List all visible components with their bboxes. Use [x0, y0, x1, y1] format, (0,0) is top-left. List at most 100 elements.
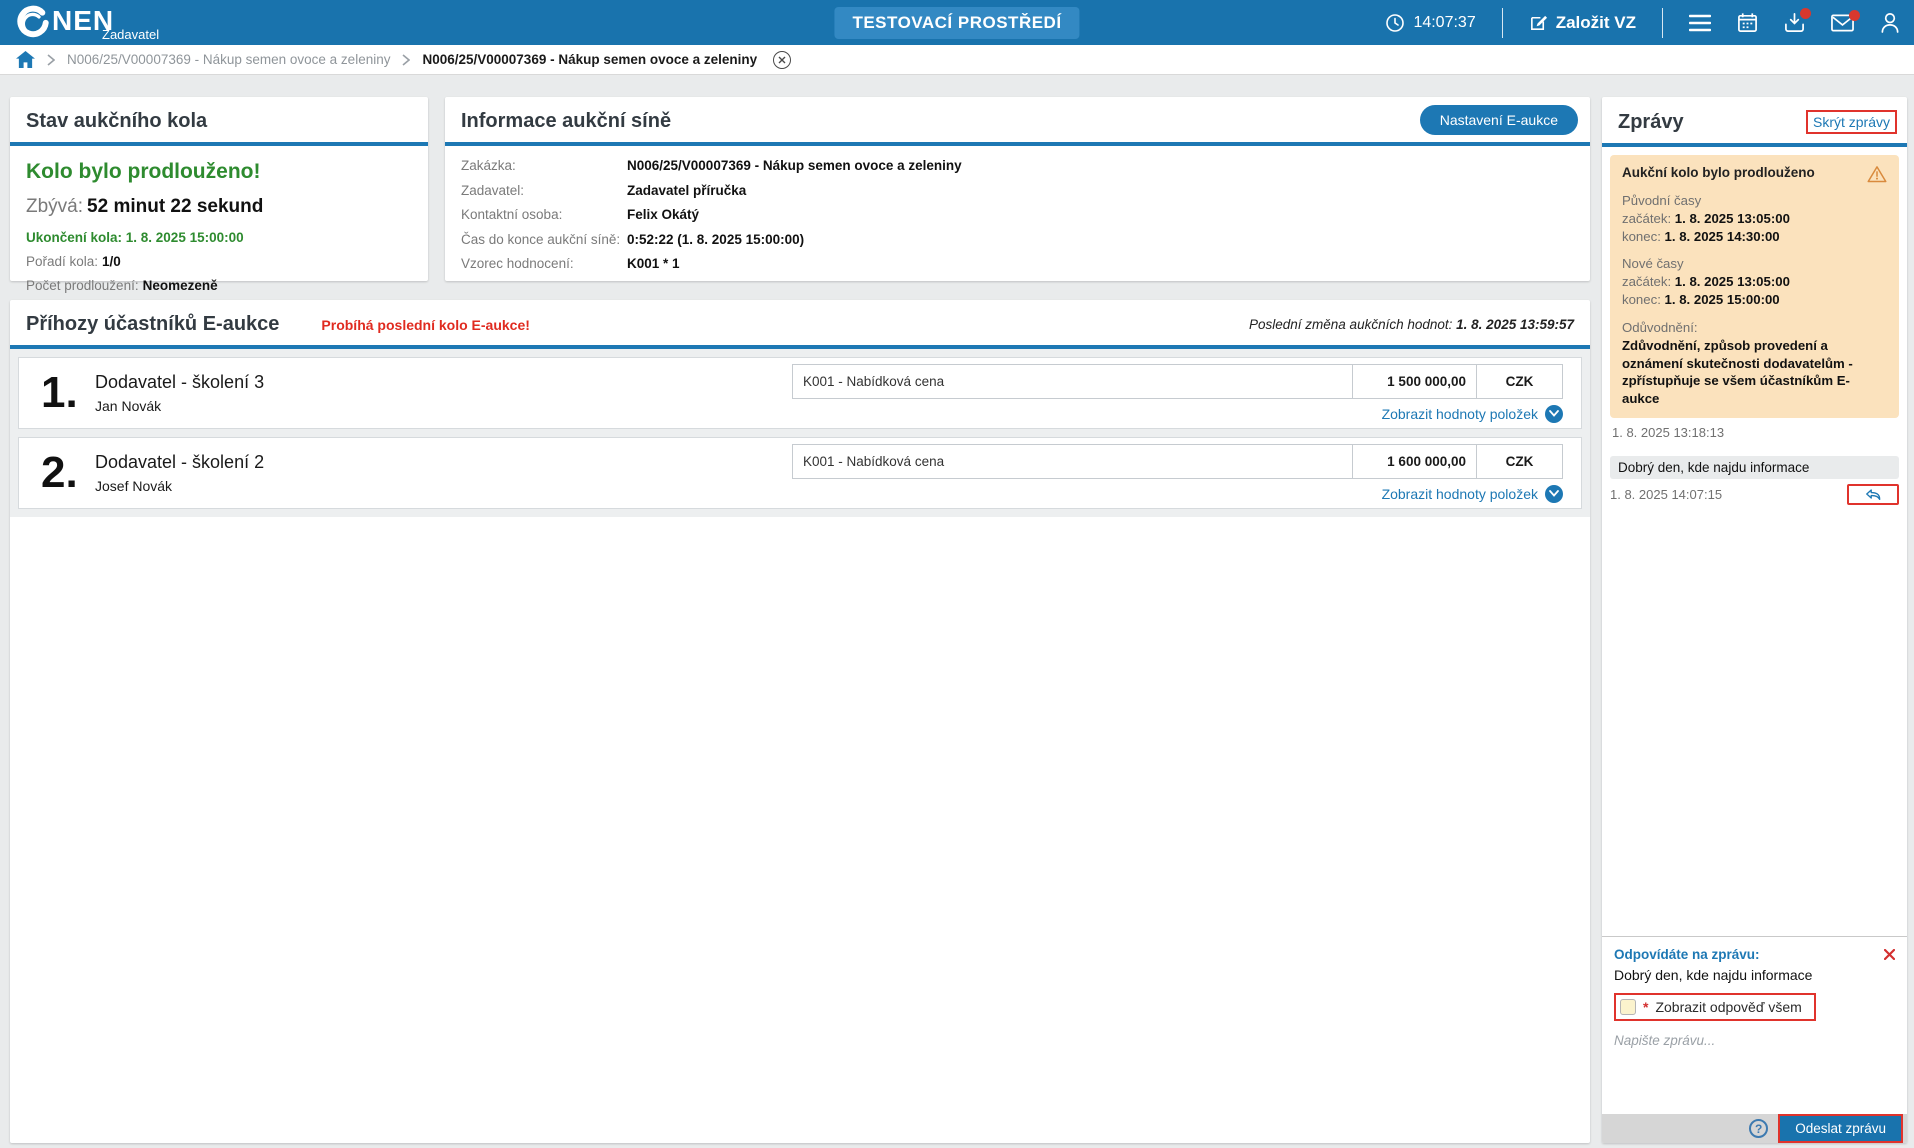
bid-rank: 1.	[41, 368, 78, 417]
divider	[10, 142, 428, 146]
bid-criterion: K001 - Nabídková cena	[793, 364, 1353, 398]
extensions-label: Počet prodloužení:	[26, 278, 139, 293]
breadcrumb: N006/25/V00007369 - Nákup semen ovoce a …	[0, 45, 1914, 75]
info-label: Vzorec hodnocení:	[461, 256, 574, 271]
chevron-right-icon	[402, 53, 411, 66]
nen-logo[interactable]: NEN Zadavatel	[16, 5, 159, 42]
user-icon[interactable]	[1880, 12, 1900, 33]
round-order-value: 1/0	[102, 254, 121, 269]
eauction-settings-button[interactable]: Nastavení E-aukce	[1419, 105, 1578, 135]
remaining-label: Zbývá:	[26, 196, 84, 217]
show-item-values-link[interactable]: Zobrazit hodnoty položek	[1381, 405, 1538, 422]
bid-rank: 2.	[41, 448, 78, 497]
logo-text: NEN	[52, 5, 115, 36]
notification-dot	[1849, 9, 1860, 21]
nen-swirl-icon	[16, 5, 50, 39]
notice-title: Aukční kolo bylo prodlouženo	[1622, 165, 1815, 180]
server-time-value: 14:07:37	[1413, 13, 1476, 31]
top-bar: NEN Zadavatel TESTOVACÍ PROSTŘEDÍ 14:07:…	[0, 0, 1914, 45]
start-label: začátek:	[1622, 274, 1672, 290]
auction-round-status-panel: Stav aukčního kola Kolo bylo prodlouženo…	[10, 97, 428, 293]
home-icon[interactable]	[16, 50, 35, 69]
bid-amount: 1 500 000,00	[1353, 364, 1477, 398]
incoming-message-text: Dobrý den, kde najdu informace	[1610, 455, 1899, 479]
divider	[10, 345, 1590, 349]
divider	[1602, 143, 1907, 147]
start-label: začátek:	[1622, 210, 1672, 226]
auction-room-info-panel: Informace aukční síně Nastavení E-aukce …	[445, 97, 1590, 281]
bid-row: 1. Dodavatel - školení 3 Jan Novák K001 …	[18, 357, 1582, 429]
incoming-message: Dobrý den, kde najdu informace 1. 8. 202…	[1610, 455, 1899, 505]
downloads-icon[interactable]	[1784, 8, 1811, 33]
last-change-text: Poslední změna aukčních hodnot: 1. 8. 20…	[1249, 317, 1574, 332]
last-round-alert: Probíhá poslední kolo E-aukce!	[321, 316, 530, 333]
message-input[interactable]	[1614, 1033, 1895, 1103]
chevron-down-icon[interactable]	[1545, 484, 1563, 503]
bid-amount: 1 600 000,00	[1353, 444, 1477, 478]
notification-dot	[1800, 8, 1811, 19]
show-reply-to-all-field: * Zobrazit odpověď všem	[1614, 993, 1816, 1021]
panel-title: Zprávy	[1618, 110, 1684, 133]
last-change-label: Poslední změna aukčních hodnot:	[1249, 317, 1453, 332]
bid-row: 2. Dodavatel - školení 2 Josef Novák K00…	[18, 437, 1582, 509]
messages-panel: Zprávy Skrýt zprávy Aukční kolo bylo pro…	[1602, 97, 1907, 1143]
info-label: Kontaktní osoba:	[461, 207, 563, 222]
round-extended-status: Kolo bylo prodlouženo!	[26, 160, 261, 183]
chevron-down-icon[interactable]	[1545, 404, 1563, 423]
divider	[445, 142, 1590, 146]
calendar-icon[interactable]	[1737, 12, 1758, 33]
info-label: Zakázka:	[461, 158, 516, 173]
original-times-label: Původní časy	[1622, 193, 1702, 208]
bid-value-field: K001 - Nabídková cena 1 600 000,00 CZK	[792, 443, 1563, 479]
breadcrumb-item-current[interactable]: N006/25/V00007369 - Nákup semen ovoce a …	[422, 52, 758, 67]
reason-text: Zdůvodnění, způsob provedení a oznámení …	[1622, 337, 1853, 407]
extensions-value: Neomezeně	[142, 278, 218, 293]
warning-icon	[1867, 165, 1887, 183]
send-message-annotation: Odeslat zprávu	[1778, 1114, 1903, 1143]
show-reply-to-all-checkbox[interactable]	[1620, 999, 1636, 1015]
bid-currency: CZK	[1505, 453, 1534, 469]
divider	[1501, 7, 1503, 38]
hide-messages-link[interactable]: Skrýt zprávy	[1805, 110, 1897, 134]
send-message-button[interactable]: Odeslat zprávu	[1780, 1116, 1901, 1141]
show-reply-to-all-label[interactable]: Zobrazit odpověď všem	[1655, 999, 1802, 1015]
bid-person-name: Jan Novák	[95, 398, 162, 414]
round-extended-notice: Aukční kolo bylo prodlouženo Původní čas…	[1610, 155, 1899, 418]
mail-icon[interactable]	[1831, 9, 1860, 32]
breadcrumb-item-parent[interactable]: N006/25/V00007369 - Nákup semen ovoce a …	[67, 52, 391, 67]
bids-panel: Příhozy účastníků E-aukce Probíhá posled…	[10, 300, 1590, 1143]
bid-supplier-name: Dodavatel - školení 2	[95, 452, 265, 472]
end-label: konec:	[1622, 228, 1661, 244]
menu-icon[interactable]	[1689, 14, 1711, 32]
help-icon[interactable]: ?	[1749, 1119, 1769, 1138]
server-time: 14:07:37	[1385, 13, 1476, 33]
info-label: Zadavatel:	[461, 182, 525, 198]
panel-title: Informace aukční síně	[461, 110, 672, 132]
bid-currency: CZK	[1505, 373, 1534, 389]
reply-button[interactable]	[1847, 483, 1899, 505]
divider	[1662, 7, 1663, 38]
replying-to-text: Dobrý den, kde najdu informace	[1614, 967, 1813, 983]
reply-compose-area: Odpovídáte na zprávu: Dobrý den, kde naj…	[1602, 936, 1907, 1114]
incoming-message-timestamp: 1. 8. 2025 14:07:15	[1610, 486, 1723, 502]
new-start-value: 1. 8. 2025 13:05:00	[1674, 274, 1790, 290]
info-value-time-left: 0:52:22 (1. 8. 2025 15:00:00)	[627, 231, 805, 247]
notice-timestamp: 1. 8. 2025 13:18:13	[1612, 424, 1725, 440]
close-tab-icon[interactable]	[773, 50, 792, 69]
create-vz-button[interactable]: Založit VZ	[1529, 13, 1636, 33]
create-vz-label: Založit VZ	[1555, 12, 1636, 32]
info-value-formula: K001 * 1	[627, 256, 680, 271]
bid-value-field: K001 - Nabídková cena 1 500 000,00 CZK	[792, 363, 1563, 399]
info-value-contract: N006/25/V00007369 - Nákup semen ovoce a …	[627, 158, 962, 173]
cancel-reply-icon[interactable]	[1884, 949, 1895, 960]
reason-label: Odůvodnění:	[1622, 319, 1698, 335]
original-end-value: 1. 8. 2025 14:30:00	[1664, 228, 1780, 244]
panel-title: Příhozy účastníků E-aukce	[26, 313, 280, 335]
round-end-line: Ukončení kola: 1. 8. 2025 15:00:00	[26, 230, 244, 245]
replying-to-label: Odpovídáte na zprávu:	[1614, 947, 1760, 962]
messages-list: Aukční kolo bylo prodlouženo Původní čas…	[1602, 147, 1907, 936]
show-item-values-link[interactable]: Zobrazit hodnoty položek	[1381, 485, 1538, 502]
chevron-right-icon	[47, 53, 55, 66]
required-mark: *	[1643, 999, 1649, 1015]
edit-icon	[1529, 13, 1548, 32]
